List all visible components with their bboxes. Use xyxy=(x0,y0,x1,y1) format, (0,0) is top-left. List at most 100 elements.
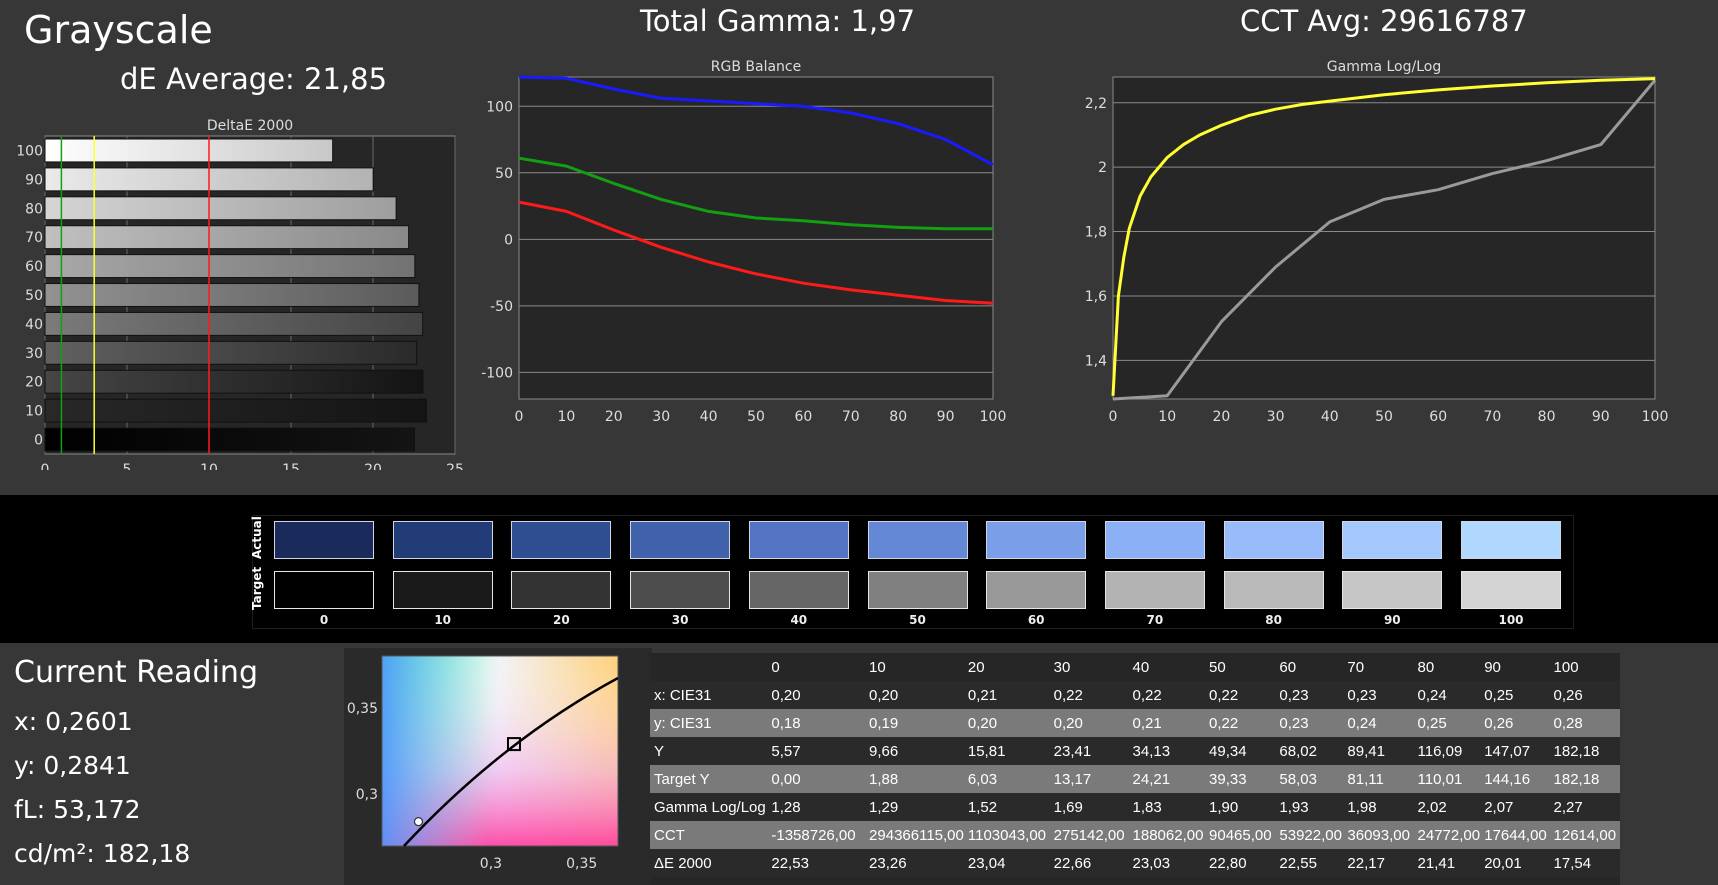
table-cell: 1,29 xyxy=(865,793,964,821)
table-cell: 13,17 xyxy=(1049,765,1129,793)
table-cell: 0,23 xyxy=(1275,681,1344,709)
table-cell: 1,90 xyxy=(1205,793,1276,821)
bar xyxy=(44,196,397,221)
table-cell: 0,22 xyxy=(1049,681,1129,709)
table-row: ΔE 2000 22,53 23,26 23,04 22,66 23,03 22,80 22,… xyxy=(650,849,1620,877)
target-swatch xyxy=(511,571,612,609)
actual-swatch xyxy=(867,521,968,559)
x-tick-label: 20 xyxy=(364,462,382,470)
rgb-balance-chart: RGB Balance 100 50 0 -50 -100 0 10 20 30 40 50 60 70 8… xyxy=(481,59,1006,425)
column-header: 20 xyxy=(963,653,1050,681)
table-cell: 188062,00 xyxy=(1128,821,1206,849)
reading-fl: fL: 53,172 xyxy=(14,795,141,824)
reading-cdm2: cd/m²: 182,18 xyxy=(14,839,191,868)
table-cell: 0,24 xyxy=(1343,709,1414,737)
x-tick-label: 10 xyxy=(200,462,218,470)
y-tick-label: 50 xyxy=(495,166,513,182)
table-cell: 34,13 xyxy=(1128,737,1206,765)
y-tick-label: 100 xyxy=(16,143,43,159)
series-line-yellow xyxy=(1111,77,1656,396)
table-cell: 144,16 xyxy=(1480,765,1550,793)
row-label: Target Y xyxy=(650,765,768,793)
bar xyxy=(44,340,418,365)
table-cell: 0,18 xyxy=(767,709,866,737)
y-tick-label: 1,8 xyxy=(1085,225,1107,241)
swatch-label: 10 xyxy=(434,613,452,627)
y-tick-label: 2,2 xyxy=(1085,96,1107,112)
table-cell: 110,01 xyxy=(1413,765,1481,793)
reading-y: y: 0,2841 xyxy=(14,751,131,780)
target-swatch xyxy=(630,571,731,609)
table-cell: 0,23 xyxy=(1275,709,1344,737)
actual-swatch xyxy=(1342,521,1443,559)
target-swatch xyxy=(1223,571,1324,609)
bar xyxy=(44,254,416,279)
table-row: Target Y 0,00 1,88 6,03 13,17 24,21 39,33 58,03… xyxy=(650,765,1620,793)
target-swatch xyxy=(1104,571,1205,609)
table-cell: 21,41 xyxy=(1413,849,1481,877)
table-cell: 22,17 xyxy=(1343,849,1414,877)
measured-marker xyxy=(413,817,424,827)
cie-area-overlay xyxy=(382,656,618,846)
actual-swatch xyxy=(748,521,849,559)
bar xyxy=(44,138,334,163)
table-cell: 0,21 xyxy=(963,681,1050,709)
table-cell: 0,20 xyxy=(865,681,964,709)
de-average: dE Average: 21,85 xyxy=(120,62,388,96)
table-row: CCT -1358726,00 294366115,00 1103043,00 2751… xyxy=(650,821,1620,849)
x-tick-label: 50 xyxy=(747,409,765,425)
table-cell: 182,18 xyxy=(1549,765,1620,793)
row-label: CCT xyxy=(650,821,768,849)
table-cell: 89,41 xyxy=(1343,737,1414,765)
column-header: 70 xyxy=(1343,653,1414,681)
table-cell: 49,34 xyxy=(1205,737,1276,765)
table-cell: 0,21 xyxy=(1128,709,1206,737)
table-cell: 0,26 xyxy=(1549,681,1620,709)
measurement-table: 0 10 20 30 40 50 60 70 80 90 100 x: CIE31 0,20 0,20 0… xyxy=(650,653,1620,885)
page-title: Grayscale xyxy=(24,8,213,52)
row-label: x: CIE31 xyxy=(650,681,768,709)
table-cell: 0,24 xyxy=(1413,681,1481,709)
target-marker xyxy=(506,737,521,752)
table-cell: 0,28 xyxy=(1549,709,1620,737)
row-label: ΔE 2000 xyxy=(650,849,768,877)
table-corner xyxy=(650,653,768,681)
target-swatch xyxy=(867,571,968,609)
x-tick-label: 80 xyxy=(1538,409,1556,425)
y-tick-label: 100 xyxy=(486,99,513,115)
actual-row-label: Actual xyxy=(250,516,264,559)
swatch-label: 20 xyxy=(553,613,570,627)
actual-swatch xyxy=(274,521,374,559)
table-cell: 0,20 xyxy=(767,681,866,709)
table-cell: 0,26 xyxy=(1480,709,1550,737)
bar xyxy=(44,398,427,423)
table-cell: 2,07 xyxy=(1480,793,1550,821)
bar xyxy=(44,225,410,250)
target-row-label: Target xyxy=(250,566,264,610)
table-cell: 116,09 xyxy=(1413,737,1481,765)
bar xyxy=(44,427,415,452)
row-label: y: CIE31 xyxy=(650,709,768,737)
table-cell: 0,22 xyxy=(1205,681,1276,709)
table-cell: 39,33 xyxy=(1205,765,1276,793)
series-line-green xyxy=(518,156,993,231)
column-header: 100 xyxy=(1549,653,1620,681)
x-tick-label: 20 xyxy=(605,409,623,425)
table-cell: 1,88 xyxy=(865,765,964,793)
table-cell: 22,53 xyxy=(767,849,866,877)
y-tick-label: 50 xyxy=(25,288,43,304)
reading-panel: Current Reading x: 0,2601 y: 0,2841 fL: … xyxy=(0,643,1718,885)
table-cell: 24772,00 xyxy=(1413,821,1481,849)
table-cell: 294366115,00 xyxy=(865,821,964,849)
x-tick-label: 30 xyxy=(652,409,670,425)
bar xyxy=(44,283,420,307)
column-header: 40 xyxy=(1128,653,1206,681)
cct-average: CCT Avg: 29616787 xyxy=(1240,4,1528,38)
actual-swatch xyxy=(392,521,493,559)
y-tick-label: 60 xyxy=(25,259,43,275)
chromaticity-chart: 0,3 0,35 0,35 0,3 xyxy=(344,648,652,885)
table-cell: 36093,00 xyxy=(1343,821,1414,849)
x-tick-label: 5 xyxy=(123,462,132,470)
swatch-label: 90 xyxy=(1383,613,1401,627)
